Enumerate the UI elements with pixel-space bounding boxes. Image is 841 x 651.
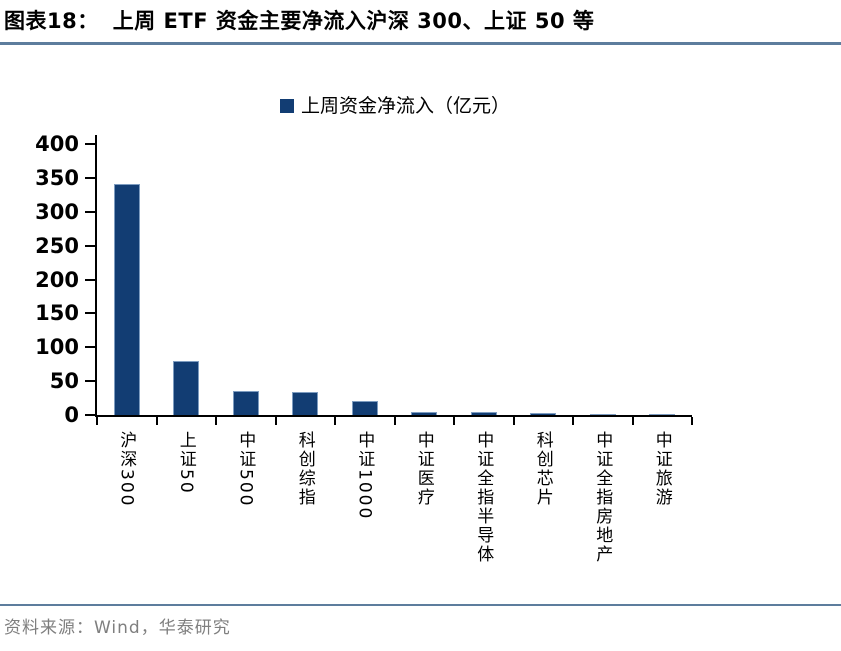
x-axis-tick	[334, 417, 336, 425]
bar	[173, 361, 200, 415]
y-axis-tick	[85, 244, 95, 247]
x-axis-category-label: 中证1000	[354, 431, 375, 521]
x-axis-category-label: 科创综指	[294, 431, 315, 507]
figure-number-label: 图表18：	[4, 9, 99, 33]
y-axis-tick	[85, 346, 95, 349]
y-axis-tick	[85, 143, 95, 145]
x-axis-tick	[631, 417, 634, 425]
y-axis-tick-label: 100	[35, 335, 79, 360]
bar	[470, 412, 497, 415]
source-note: 资料来源：Wind，华泰研究	[4, 618, 231, 638]
plot-area: 0 50 100 150 200 250 300 350 400 沪深300 上证50 中证500 科创…	[35, 132, 693, 564]
legend-series-marker	[279, 99, 294, 113]
footer-divider	[0, 604, 841, 606]
bar-chart: 0 50 100 150 200 250 300 350 400 沪深300 上证50 中证500 科创…	[0, 132, 841, 610]
figure-title: 上周 ETF 资金主要净流入沪深 300、上证 50 等	[112, 9, 595, 33]
legend-series-label: 上周资金净流入（亿元）	[300, 95, 510, 117]
bar	[589, 414, 616, 415]
y-axis-tick	[85, 380, 95, 383]
y-axis-tick-label: 200	[35, 267, 79, 292]
x-axis-tick	[155, 417, 158, 425]
figure-header: 图表18： 上周 ETF 资金主要净流入沪深 300、上证 50 等	[0, 0, 841, 45]
x-axis-tick	[96, 417, 98, 425]
x-axis-tick	[691, 417, 693, 425]
x-axis-category-label: 中证全指房地产	[592, 431, 613, 564]
bar	[292, 392, 319, 415]
y-axis-tick	[85, 414, 95, 416]
x-axis-category-label: 中证旅游	[651, 431, 672, 507]
x-axis-tick	[572, 417, 574, 425]
bar	[411, 412, 438, 415]
x-axis-tick	[274, 417, 277, 425]
bar	[232, 391, 259, 415]
bar	[351, 401, 378, 415]
y-axis-tick-label: 400	[35, 132, 79, 156]
x-axis-category-label: 科创芯片	[532, 431, 553, 507]
x-axis-tick	[512, 417, 515, 425]
bar	[113, 184, 140, 415]
chart-legend: 上周资金净流入（亿元）	[0, 91, 790, 118]
x-axis-category-label: 中证医疗	[413, 431, 434, 507]
y-axis-tick-label: 0	[64, 403, 79, 427]
y-axis-tick-label: 350	[35, 165, 79, 190]
y-axis-tick-label: 250	[35, 233, 79, 258]
bar	[649, 414, 676, 415]
y-axis-tick	[85, 210, 95, 213]
x-axis-tick	[453, 417, 455, 425]
bar	[530, 413, 557, 415]
y-axis-tick	[85, 278, 95, 281]
x-axis-category-label: 上证50	[175, 431, 196, 495]
x-axis-category-label: 沪深300	[116, 431, 137, 508]
x-axis-tick	[393, 417, 396, 425]
x-axis-category-label: 中证全指半导体	[473, 431, 494, 564]
y-axis-tick-label: 150	[35, 301, 79, 326]
y-axis-tick-label: 300	[35, 199, 79, 224]
x-axis-category-label: 中证500	[235, 431, 256, 508]
y-axis-tick	[85, 312, 95, 315]
y-axis-tick	[85, 176, 95, 179]
x-axis-tick	[215, 417, 217, 425]
y-axis-tick-label: 50	[49, 369, 79, 394]
